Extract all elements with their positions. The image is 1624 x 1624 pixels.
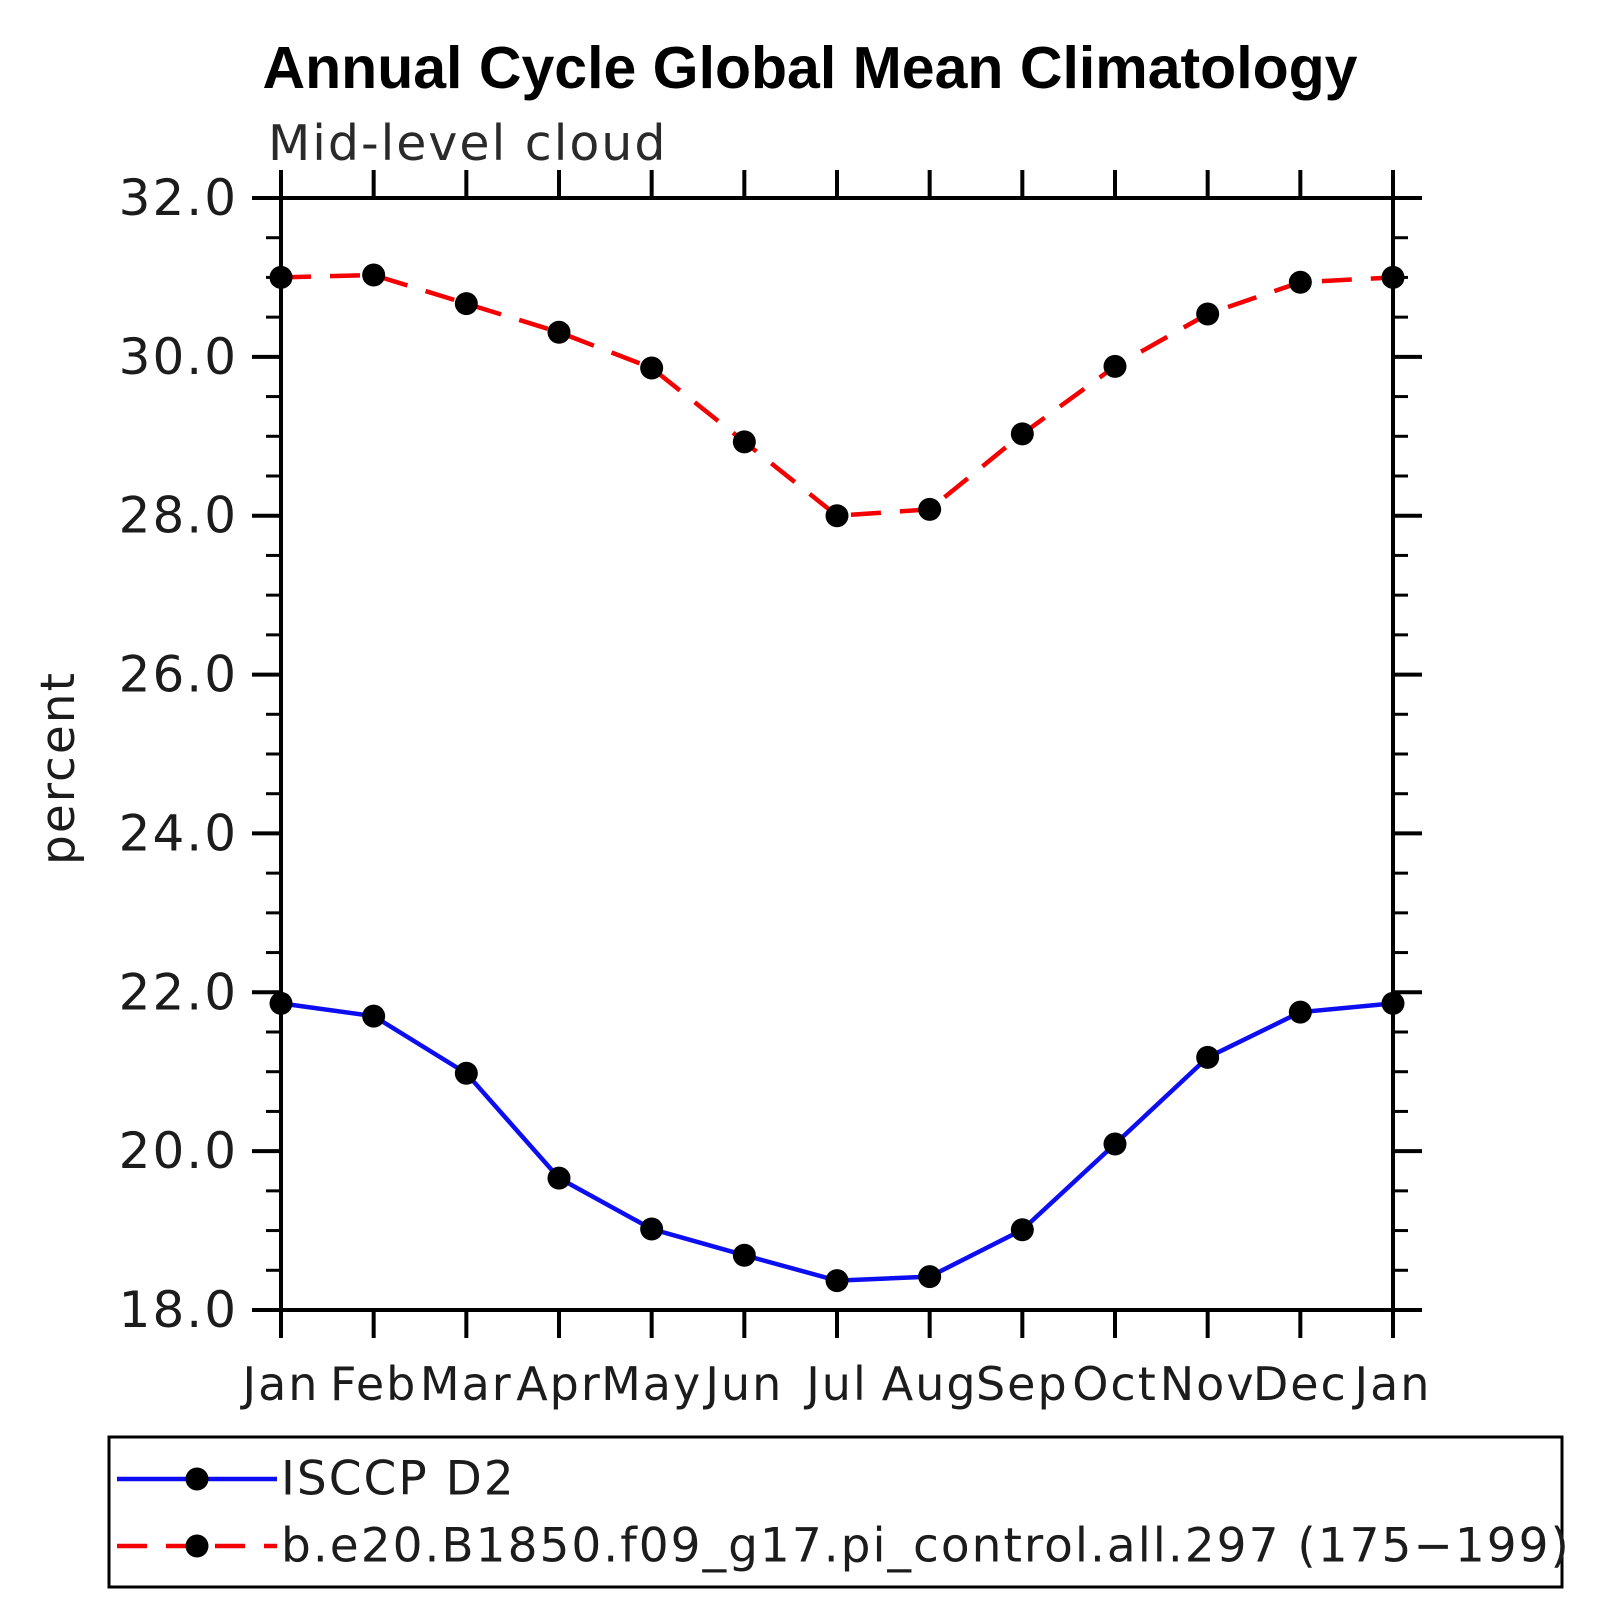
- data-point-marker: [918, 497, 942, 521]
- series-line: [280, 272, 1394, 519]
- x-tick-label: Jun: [702, 1357, 783, 1411]
- x-tick-label: May: [601, 1357, 702, 1411]
- data-point-marker: [547, 1166, 571, 1190]
- x-tick-label: Apr: [516, 1357, 602, 1411]
- data-point-marker: [547, 320, 571, 344]
- y-tick-label: 32.0: [119, 169, 238, 227]
- x-tick-label: Jan: [1352, 1357, 1432, 1411]
- data-point-marker: [1103, 354, 1127, 378]
- data-point-marker: [732, 1243, 756, 1267]
- legend: ISCCP D2 b.e20.B1850.f09_g17.pi_control.…: [107, 1435, 1571, 1589]
- data-point-marker: [1381, 265, 1405, 289]
- data-point-marker: [918, 1265, 942, 1289]
- x-tick-label: Nov: [1160, 1357, 1256, 1411]
- y-axis-label: percent: [31, 671, 86, 865]
- data-point-marker: [732, 430, 756, 454]
- y-tick-label: 20.0: [119, 1122, 238, 1180]
- y-tick-label: 22.0: [119, 963, 238, 1021]
- data-point-marker: [640, 1217, 664, 1241]
- data-point-marker: [1288, 1000, 1312, 1024]
- data-point-marker: [1288, 270, 1312, 294]
- chart-subtitle: Mid-level cloud: [268, 115, 667, 172]
- plot-frame: [279, 196, 1395, 1312]
- legend-marker-circle: [185, 1467, 209, 1491]
- y-tick-label: 18.0: [119, 1281, 238, 1339]
- data-point-marker: [454, 292, 478, 316]
- y-tick-label: 26.0: [119, 646, 238, 704]
- data-point-marker: [640, 356, 664, 380]
- y-tick-label: 30.0: [119, 328, 238, 386]
- data-point-marker: [1196, 302, 1220, 326]
- data-point-marker: [1103, 1132, 1127, 1156]
- legend-entry-model-run: b.e20.B1850.f09_g17.pi_control.all.297 (…: [117, 1519, 1571, 1574]
- series-line: [280, 1001, 1394, 1283]
- chart-title: Annual Cycle Global Mean Climatology: [263, 35, 1358, 101]
- data-point-marker: [1196, 1045, 1220, 1069]
- plot-series: [269, 263, 1405, 1293]
- legend-box: [107, 1435, 1564, 1589]
- data-point-marker: [362, 263, 386, 287]
- data-point-marker: [825, 504, 849, 528]
- legend-entry-isccp-d2: ISCCP D2: [117, 1452, 516, 1507]
- x-tick-label: Dec: [1253, 1357, 1348, 1411]
- data-point-marker: [454, 1061, 478, 1085]
- x-tick-label: Jul: [803, 1357, 868, 1411]
- data-point-marker: [269, 265, 293, 289]
- plot-axes: [252, 170, 1422, 1338]
- data-point-marker: [269, 991, 293, 1015]
- x-tick-label: Sep: [976, 1357, 1069, 1411]
- x-tick-label: Mar: [420, 1357, 513, 1411]
- data-point-marker: [1010, 422, 1034, 446]
- y-tick-label: 28.0: [119, 487, 238, 545]
- x-tick-label: Feb: [330, 1357, 417, 1411]
- y-tick-labels: 18.0 20.0 22.0 24.0 26.0 28.0 30.0 32.0: [119, 169, 238, 1339]
- y-tick-label: 24.0: [119, 804, 238, 862]
- x-tick-label: Jan: [240, 1357, 320, 1411]
- x-tick-label: Aug: [882, 1357, 978, 1411]
- legend-marker-circle: [185, 1534, 209, 1558]
- data-point-marker: [825, 1269, 849, 1293]
- x-tick-label: Oct: [1072, 1357, 1158, 1411]
- legend-label: ISCCP D2: [281, 1452, 516, 1507]
- data-point-marker: [362, 1004, 386, 1028]
- data-point-marker: [1381, 991, 1405, 1015]
- legend-label: b.e20.B1850.f09_g17.pi_control.all.297 (…: [281, 1519, 1571, 1574]
- data-point-marker: [1010, 1218, 1034, 1242]
